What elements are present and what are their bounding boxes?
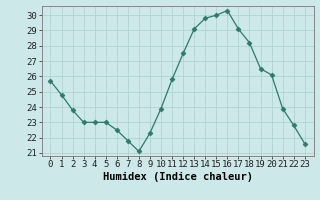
X-axis label: Humidex (Indice chaleur): Humidex (Indice chaleur): [103, 172, 252, 182]
